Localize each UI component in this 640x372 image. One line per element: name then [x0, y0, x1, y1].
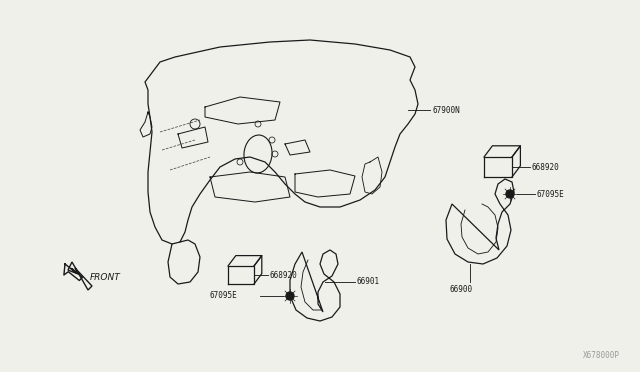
Text: 67095E: 67095E [537, 189, 564, 199]
Text: 66901: 66901 [357, 278, 380, 286]
Text: 67095E: 67095E [210, 292, 237, 301]
Text: 668920: 668920 [270, 270, 298, 279]
Circle shape [506, 190, 514, 198]
Text: 67900N: 67900N [433, 106, 461, 115]
Text: FRONT: FRONT [90, 273, 121, 282]
Text: X678000P: X678000P [583, 351, 620, 360]
Text: 66900: 66900 [450, 285, 473, 295]
Circle shape [286, 292, 294, 300]
Text: 668920: 668920 [532, 163, 560, 171]
